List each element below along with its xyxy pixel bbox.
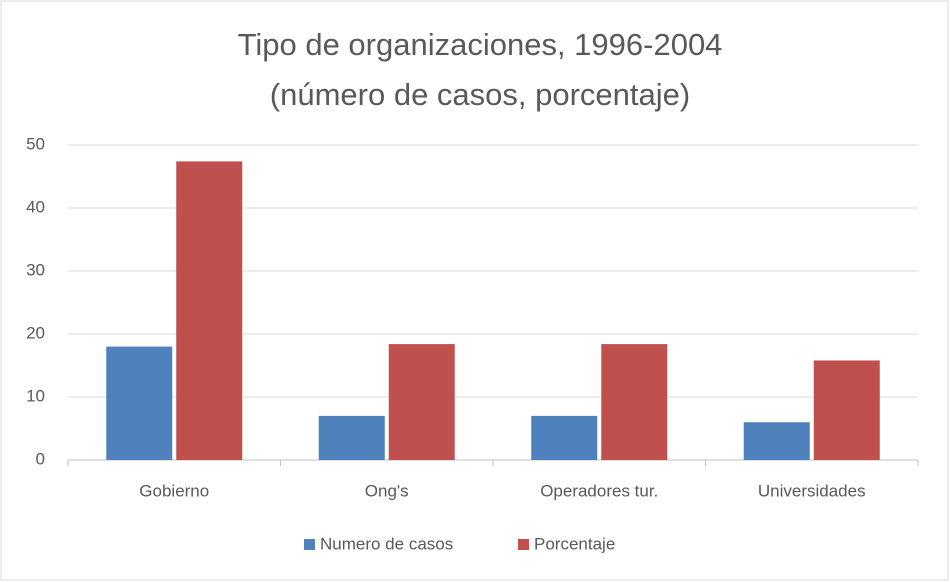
bar [106,346,173,460]
bar [318,415,385,460]
x-tick-label: Universidades [758,481,866,500]
bar [743,422,810,460]
legend-label: Numero de casos [320,534,453,553]
y-tick-label: 40 [26,197,45,216]
y-tick-label: 20 [26,323,45,342]
bar [601,344,668,460]
legend-label: Porcentaje [534,534,615,553]
x-tick-label: Ong's [365,481,409,500]
y-tick-label: 50 [26,134,45,153]
y-tick-label: 30 [26,260,45,279]
chart-subtitle: (número de casos, porcentaje) [270,77,690,112]
y-tick-label: 10 [26,386,45,405]
x-tick-label: Operadores tur. [540,481,658,500]
bar [176,161,243,460]
legend-swatch [518,539,529,550]
chart-title: Tipo de organizaciones, 1996-2004 [238,27,723,62]
legend-swatch [304,539,315,550]
x-tick-label: Gobierno [139,481,209,500]
bar [388,344,455,460]
bar [813,360,880,460]
y-tick-label: 0 [36,449,45,468]
bar [531,415,598,460]
